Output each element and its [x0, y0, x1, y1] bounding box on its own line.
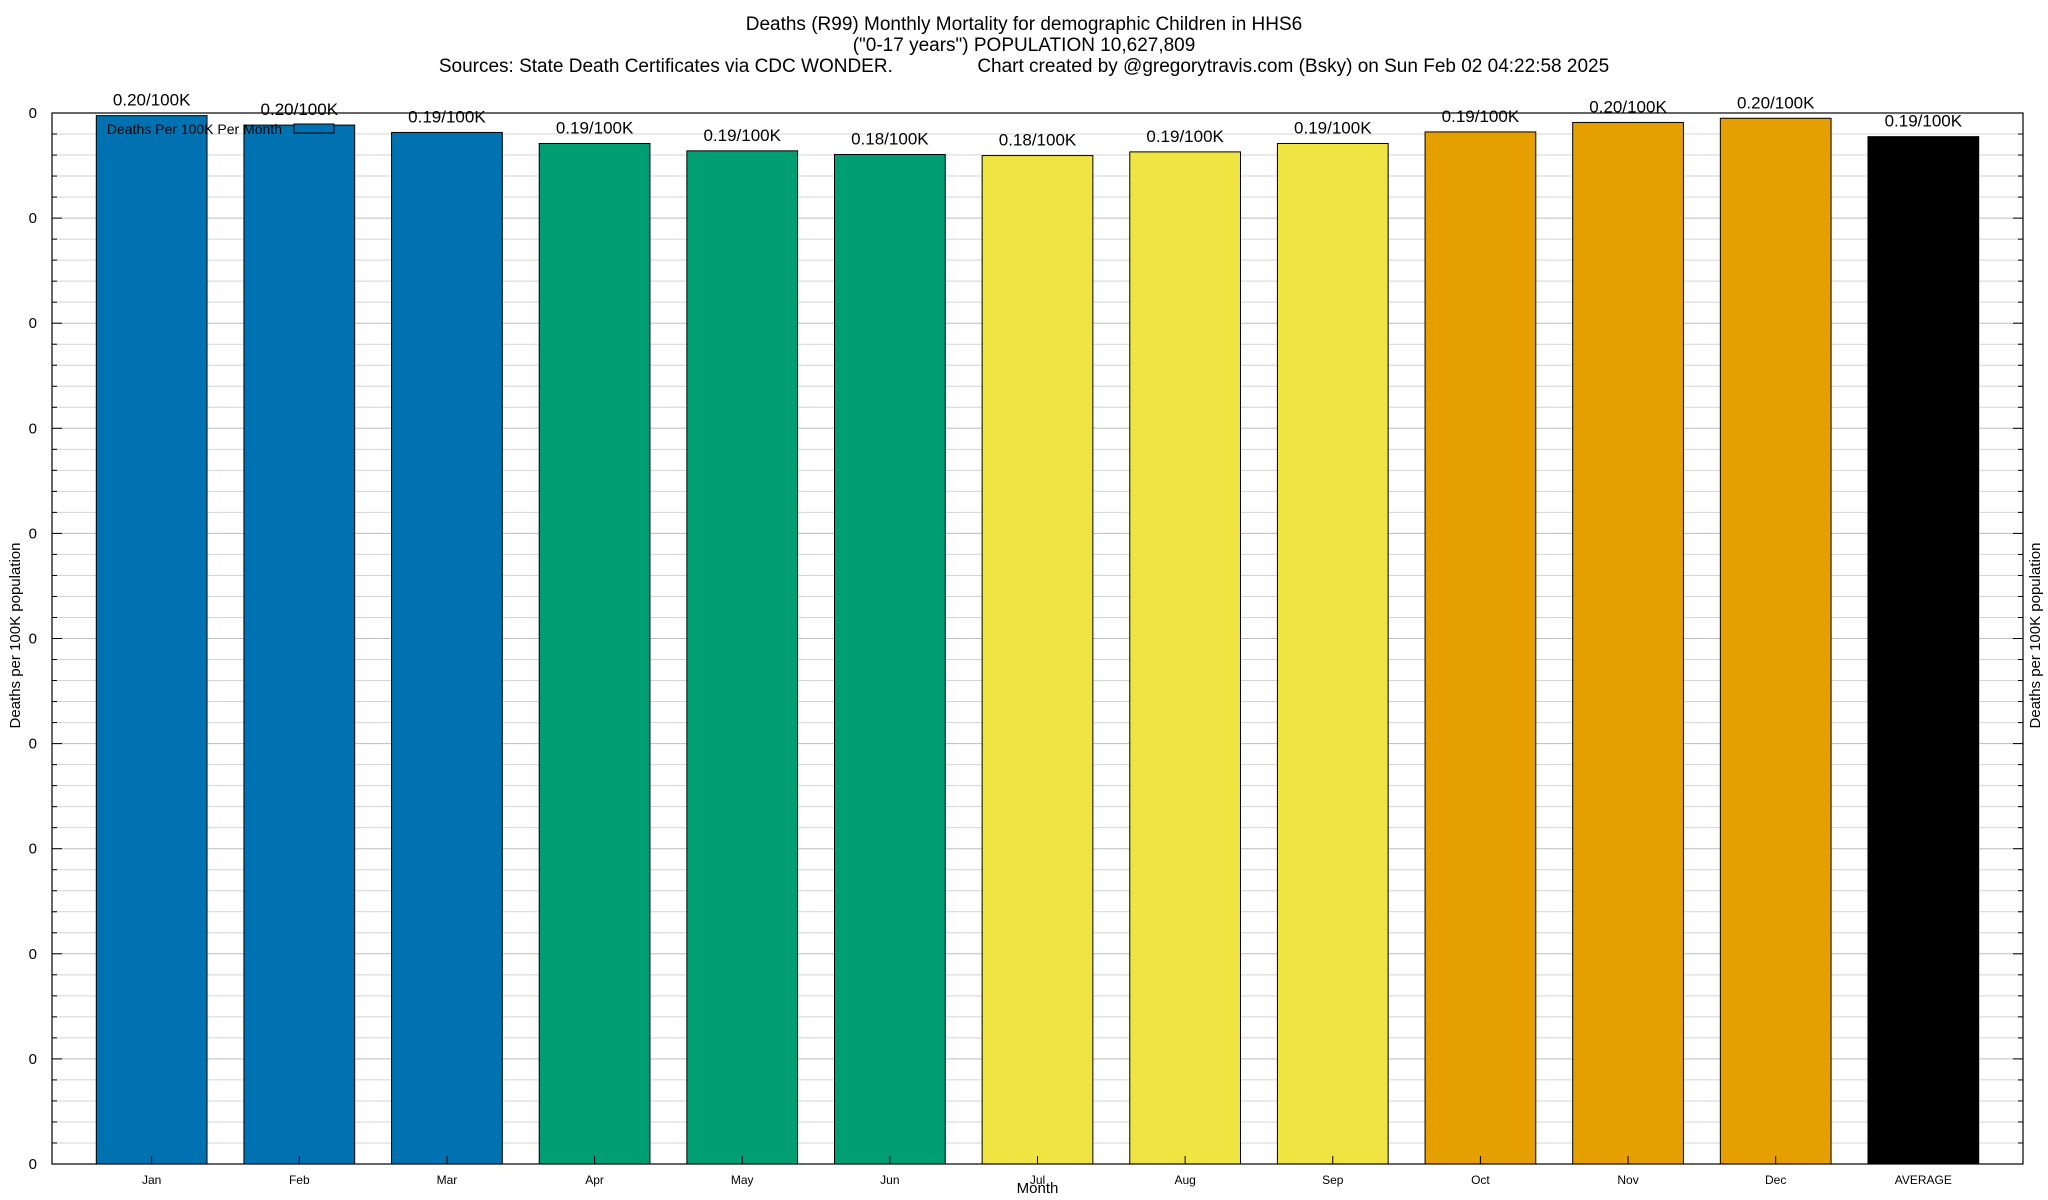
data-label: 0.19/100K — [1294, 118, 1372, 137]
bar-oct — [1424, 131, 1537, 1165]
chart-title: Deaths (R99) Monthly Mortality for demog… — [745, 14, 1303, 35]
bar-average — [1867, 136, 1980, 1165]
bar-jan — [95, 115, 208, 1165]
data-label: 0.19/100K — [408, 107, 486, 126]
data-label: 0.19/100K — [1885, 112, 1963, 131]
data-label: 0.19/100K — [556, 118, 634, 137]
y-tick-label: 0 — [29, 946, 37, 963]
y-tick-label: 0 — [29, 736, 37, 753]
bar-sep — [1276, 142, 1389, 1165]
x-tick-label: Aug — [1174, 1173, 1195, 1187]
legend: Deaths Per 100K Per Month — [107, 121, 335, 137]
y-tick-label: 0 — [29, 315, 37, 332]
y2-axis-label: Deaths per 100K population — [2027, 543, 2044, 729]
x-tick-label: Sep — [1322, 1173, 1344, 1187]
bar-nov — [1572, 121, 1684, 1165]
chart-sources: Sources: State Death Certificates via CD… — [438, 56, 1610, 77]
bars — [95, 115, 1980, 1165]
legend-swatch — [293, 123, 335, 134]
data-label: 0.19/100K — [1146, 127, 1224, 146]
x-tick-label: Nov — [1617, 1173, 1638, 1187]
x-tick-label: Dec — [1765, 1173, 1786, 1187]
bar-jul — [981, 155, 1094, 1165]
data-label: 0.20/100K — [261, 100, 339, 119]
y-tick-label: 0 — [29, 1156, 37, 1173]
plot-frame — [51, 112, 2024, 1165]
legend-label: Deaths Per 100K Per Month — [107, 121, 282, 137]
y-tick-label: 0 — [29, 210, 37, 227]
bar-may — [686, 150, 799, 1165]
chart-subtitle: ("0-17 years") POPULATION 10,627,809 — [852, 35, 1196, 56]
data-label: 0.19/100K — [703, 126, 781, 145]
x-tick-label: Jan — [142, 1173, 161, 1187]
y-axis-label: Deaths per 100K population — [7, 543, 24, 729]
x-tick-label: Feb — [289, 1173, 310, 1187]
x-tick-label: Oct — [1471, 1173, 1490, 1187]
data-label: 0.19/100K — [1442, 107, 1520, 126]
data-label: 0.20/100K — [1737, 93, 1815, 112]
x-tick-label: Apr — [585, 1173, 604, 1187]
y-tick-label: 0 — [29, 1051, 37, 1068]
bar-jun — [833, 154, 946, 1165]
data-label: 0.18/100K — [999, 131, 1077, 150]
data-label: 0.20/100K — [113, 91, 191, 110]
x-axis-label: Month — [1017, 1180, 1059, 1197]
data-label: 0.18/100K — [851, 130, 929, 149]
bar-apr — [538, 142, 651, 1165]
bar-mar — [391, 131, 503, 1165]
x-tick-label: May — [731, 1173, 754, 1187]
x-tick-label: Jun — [880, 1173, 899, 1187]
y-tick-label: 0 — [29, 420, 37, 437]
data-label: 0.20/100K — [1589, 97, 1667, 116]
data-labels: 0.20/100K 0.20/100K 0.19/100K 0.19/100K 0.19… — [113, 91, 1963, 150]
axis-ticks: 0 0 0 0 0 0 0 0 0 0 0 Jan Feb Mar Apr May Jun Jul Aug Sep Oc… — [29, 105, 2023, 1187]
x-tick-label: AVERAGE — [1895, 1173, 1952, 1187]
bar-aug — [1129, 151, 1242, 1165]
x-tick-label: Jul — [1030, 1173, 1045, 1187]
bar-dec — [1719, 117, 1832, 1165]
bar-feb — [243, 124, 356, 1165]
y-tick-label: 0 — [29, 631, 37, 648]
x-tick-label: Mar — [437, 1173, 458, 1187]
y-tick-label: 0 — [29, 841, 37, 858]
y-tick-label: 0 — [29, 525, 37, 542]
y-tick-label: 0 — [29, 105, 37, 122]
